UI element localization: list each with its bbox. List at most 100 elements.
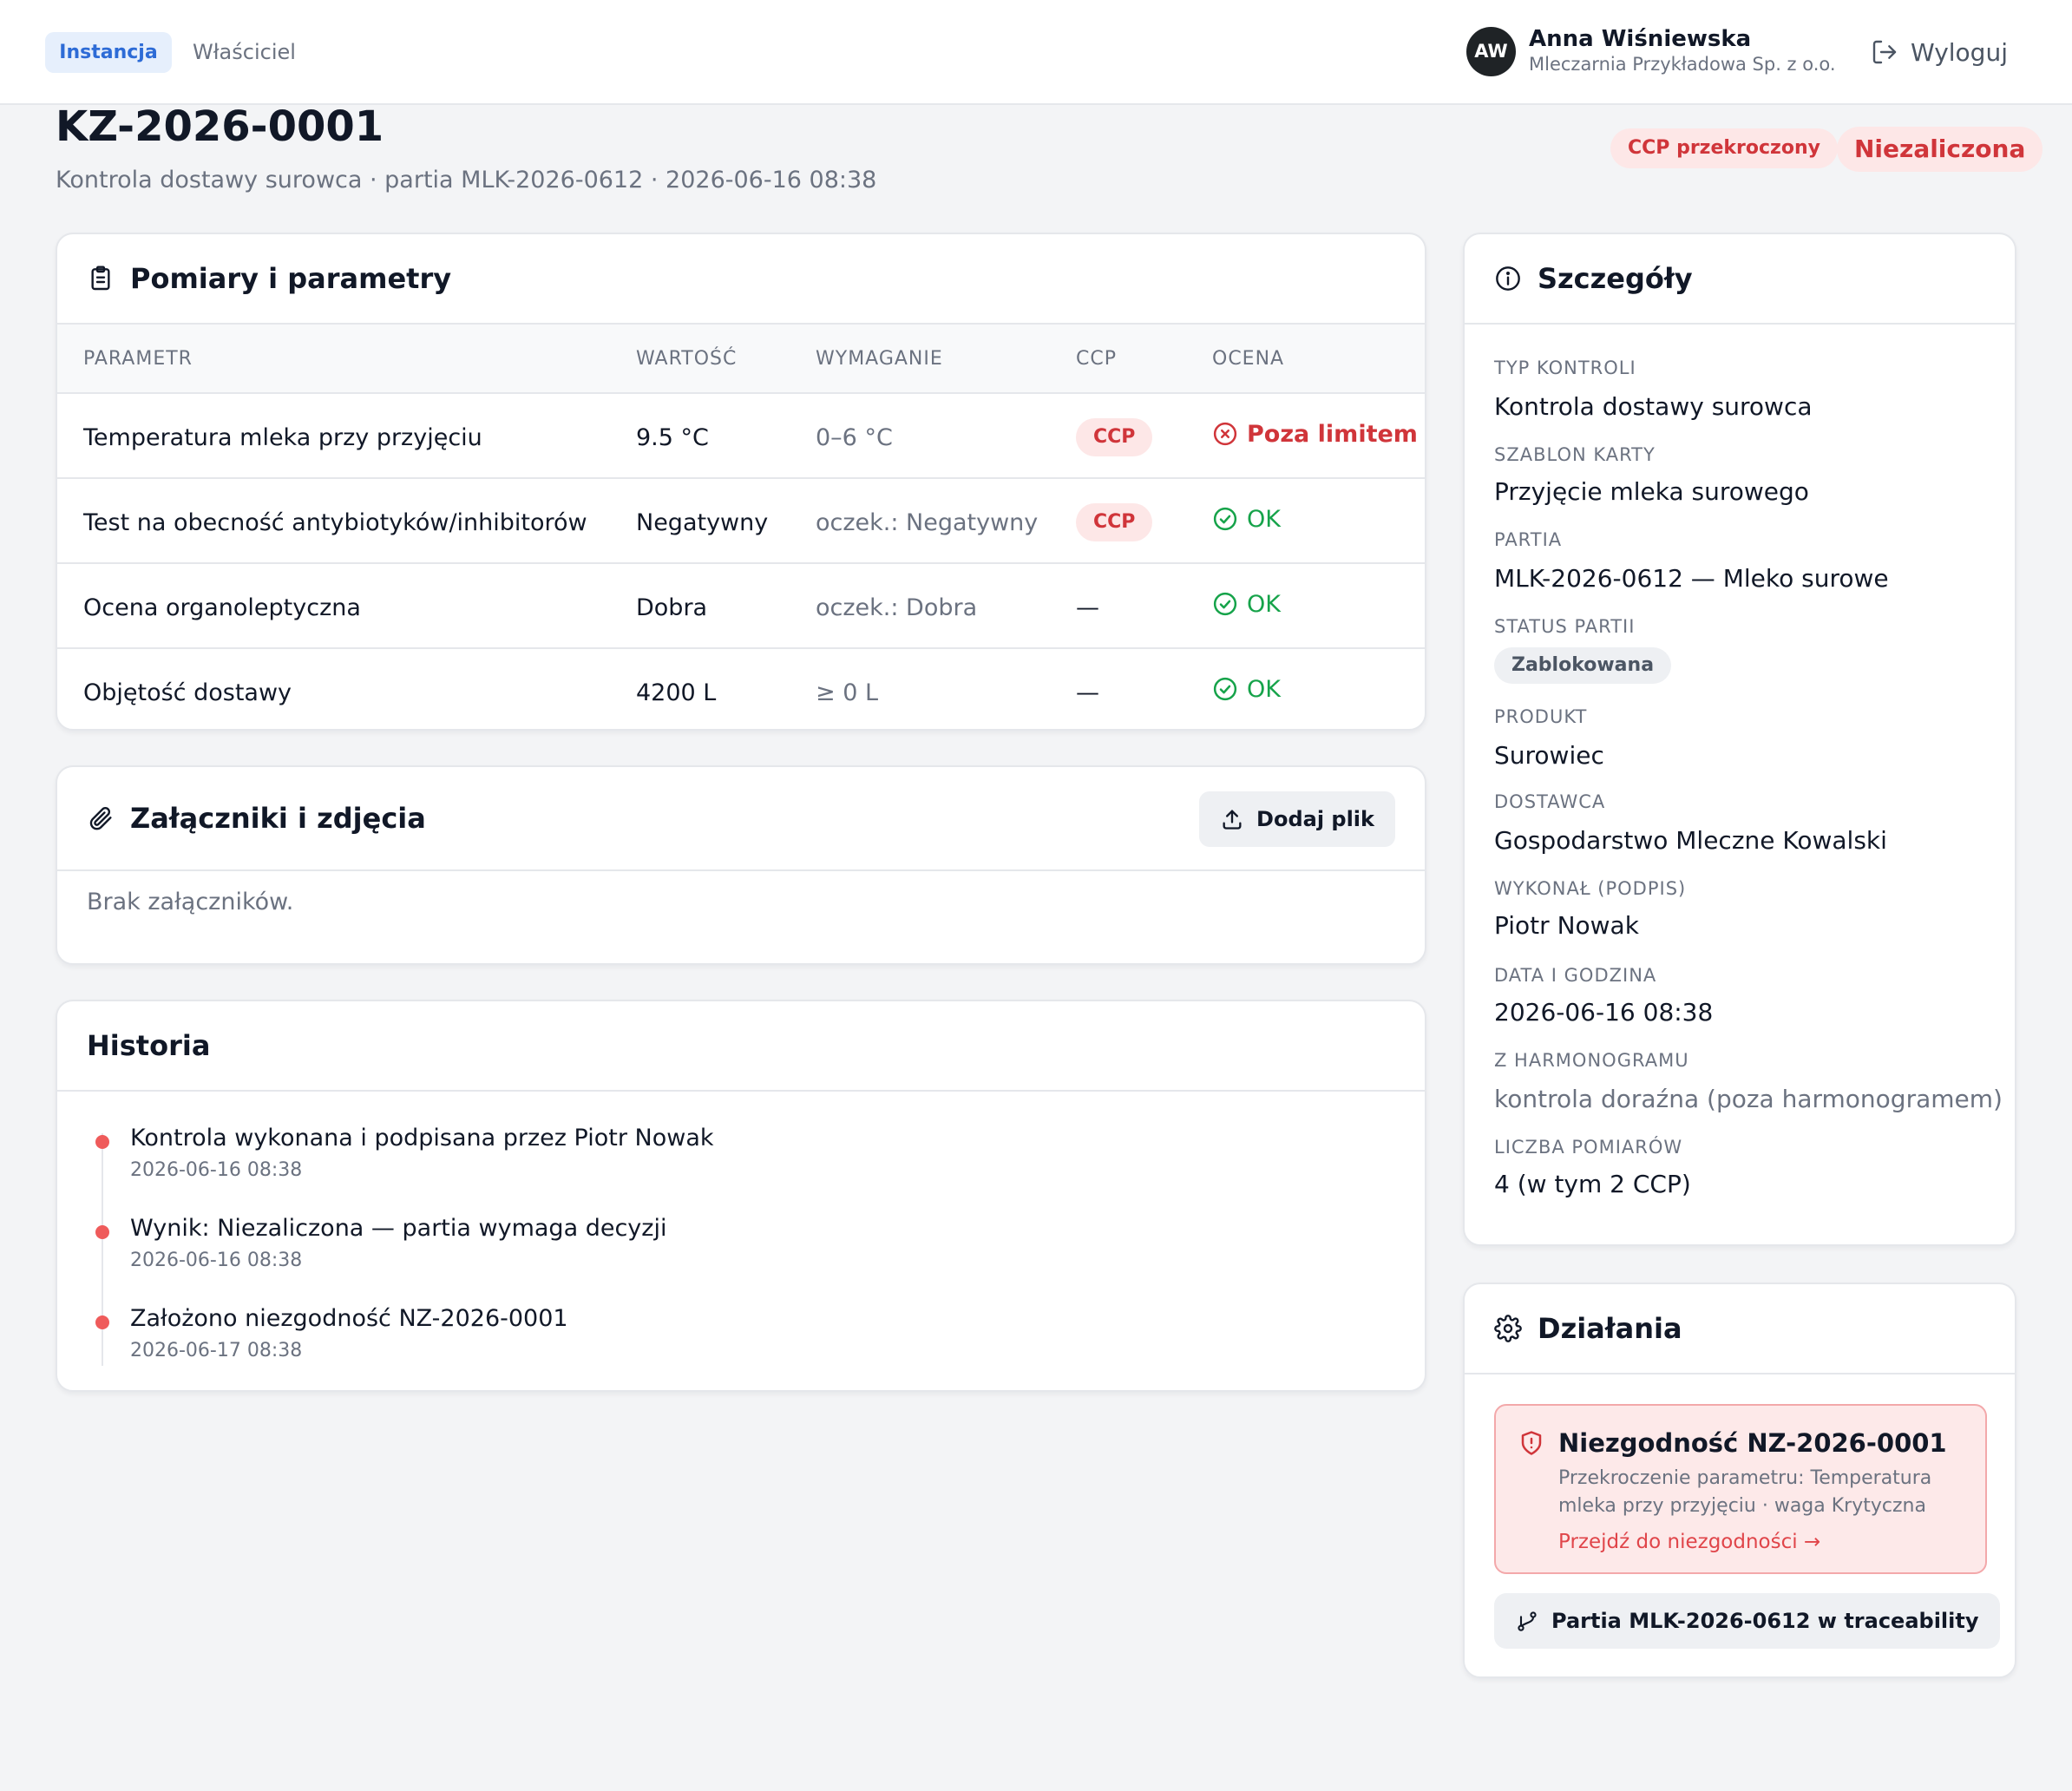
detail-label-product: PRODUKT (1494, 706, 1588, 727)
avatar[interactable]: AW (1466, 27, 1516, 76)
history-title: Historia (87, 1029, 211, 1062)
measurements-card: Pomiary i parametry PARAMETR WARTOŚĆ WYM… (56, 233, 1426, 731)
detail-label-measurement-count: LICZBA POMIARÓW (1494, 1137, 1683, 1158)
attachments-title: Załączniki i zdjęcia (130, 802, 426, 835)
add-file-button[interactable]: Dodaj plik (1199, 791, 1395, 847)
history-header: Historia (57, 1001, 1425, 1092)
param-name: Ocena organoleptyczna (83, 594, 361, 621)
eval-status: OK (1212, 591, 1281, 618)
timeline-text: Wynik: Niezaliczona — partia wymaga decy… (130, 1215, 667, 1242)
go-to-nonconformity-link[interactable]: Przejdź do niezgodności → (1558, 1531, 1821, 1553)
param-value: 4200 L (636, 679, 717, 706)
detail-value-measurement-count: 4 (w tym 2 CCP) (1494, 1170, 1691, 1198)
timeline-item: Wynik: Niezaliczona — partia wymaga decy… (57, 1215, 1425, 1293)
top-bar: Instancja Właściciel AW Anna Wiśniewska … (0, 0, 2072, 105)
timeline-time: 2026-06-16 08:38 (130, 1159, 303, 1181)
param-value: Negatywny (636, 508, 769, 536)
timeline-line (102, 1133, 103, 1366)
attachments-card: Załączniki i zdjęcia Dodaj plik Brak zał… (56, 765, 1426, 965)
user-organization: Mleczarnia Przykładowa Sp. z o.o. (1529, 54, 1836, 75)
traceability-button[interactable]: Partia MLK-2026-0612 w traceability (1494, 1593, 2000, 1649)
column-header-requirement: WYMAGANIE (816, 348, 943, 370)
measurements-title: Pomiary i parametry (130, 262, 452, 295)
actions-card: Działania Niezgodność NZ-2026-0001 Przek… (1463, 1283, 2016, 1678)
info-icon (1494, 265, 1522, 292)
eval-label: OK (1247, 505, 1281, 533)
param-requirement: oczek.: Dobra (816, 594, 978, 621)
history-card: Historia Kontrola wykonana i podpisana p… (56, 1000, 1426, 1392)
actions-title: Działania (1538, 1312, 1682, 1345)
gear-icon (1494, 1315, 1522, 1342)
ccp-cell: CCP (1076, 396, 1153, 479)
batch-status-chip: Zablokowana (1494, 647, 1672, 684)
column-header-ccp: CCP (1076, 348, 1117, 370)
param-requirement: ≥ 0 L (816, 679, 879, 706)
timeline-text: Kontrola wykonana i podpisana przez Piot… (130, 1125, 714, 1151)
details-title: Szczegóły (1538, 262, 1693, 295)
logout-button[interactable]: Wyloguj (1871, 35, 2008, 69)
page-subtitle: Kontrola dostawy surowca · partia MLK-20… (56, 167, 877, 194)
check-circle-icon (1212, 676, 1238, 702)
eval-cell: OK (1212, 647, 1281, 729)
check-circle-icon (1212, 506, 1238, 532)
tab-wlasciciel[interactable]: Właściciel (193, 40, 296, 64)
git-branch-icon (1515, 1609, 1539, 1633)
timeline-time: 2026-06-17 08:38 (130, 1340, 303, 1361)
ccp-badge: CCP (1076, 503, 1153, 541)
eval-cell: OK (1212, 562, 1281, 646)
actions-header: Działania (1465, 1284, 2015, 1374)
user-name: Anna Wiśniewska (1529, 26, 1752, 52)
detail-label-batch: PARTIA (1494, 529, 1563, 550)
detail-label-schedule: Z HARMONOGRAMU (1494, 1050, 1689, 1071)
details-card: Szczegóły TYP KONTROLI Kontrola dostawy … (1463, 233, 2016, 1246)
traceability-label: Partia MLK-2026-0612 w traceability (1551, 1609, 1979, 1633)
timeline-time: 2026-06-16 08:38 (130, 1250, 303, 1271)
clipboard-icon (87, 265, 115, 292)
detail-value-schedule: kontrola doraźna (poza harmonogramem) (1494, 1085, 2003, 1113)
detail-label-template: SZABLON KARTY (1494, 444, 1656, 465)
logout-icon (1871, 38, 1898, 66)
ccp-cell: CCP (1076, 481, 1153, 564)
ccp-exceeded-badge: CCP przekroczony (1610, 128, 1838, 168)
detail-label-performed-by: WYKONAŁ (PODPIS) (1494, 878, 1687, 899)
logout-label: Wyloguj (1911, 37, 2008, 67)
eval-label: OK (1247, 675, 1281, 703)
eval-label: OK (1247, 590, 1281, 618)
measurements-header: Pomiary i parametry (57, 234, 1425, 325)
detail-value-template: Przyjęcie mleka surowego (1494, 477, 1809, 506)
table-row: Objętość dostawy 4200 L ≥ 0 L — OK (57, 651, 1425, 729)
shield-alert-icon (1518, 1430, 1544, 1456)
attachments-empty-text: Brak załączników. (87, 889, 294, 915)
table-row: Temperatura mleka przy przyjęciu 9.5 °C … (57, 396, 1425, 479)
nonconformity-alert[interactable]: Niezgodność NZ-2026-0001 Przekroczenie p… (1494, 1404, 1987, 1574)
detail-value-supplier: Gospodarstwo Mleczne Kowalski (1494, 826, 1887, 855)
add-file-label: Dodaj plik (1256, 807, 1374, 831)
detail-value-control-type: Kontrola dostawy surowca (1494, 392, 1813, 421)
param-name: Temperatura mleka przy przyjęciu (83, 423, 482, 451)
column-header-evaluation: OCENA (1212, 348, 1285, 370)
page-title: KZ-2026-0001 (56, 102, 384, 151)
timeline-text: Założono niezgodność NZ-2026-0001 (130, 1305, 568, 1332)
detail-label-control-type: TYP KONTROLI (1494, 358, 1636, 378)
details-header: Szczegóły (1465, 234, 2015, 325)
tab-instancja[interactable]: Instancja (45, 32, 172, 73)
ccp-cell: — (1076, 679, 1099, 706)
result-status-badge: Niezaliczona (1837, 127, 2043, 172)
eval-cell: Poza limitem (1212, 392, 1418, 476)
check-circle-icon (1212, 591, 1238, 617)
param-requirement: 0–6 °C (816, 423, 893, 451)
eval-label: Poza limitem (1247, 420, 1418, 448)
column-header-param: PARAMETR (83, 348, 193, 370)
eval-cell: OK (1212, 477, 1281, 561)
ccp-cell: — (1076, 594, 1099, 621)
detail-value-performed-by: Piotr Nowak (1494, 911, 1639, 940)
eval-status: OK (1212, 506, 1281, 533)
eval-status: Poza limitem (1212, 421, 1418, 448)
detail-value-datetime: 2026-06-16 08:38 (1494, 998, 1714, 1027)
ccp-badge: CCP (1076, 418, 1153, 456)
paperclip-icon (87, 804, 115, 832)
attachments-header: Załączniki i zdjęcia (57, 767, 1425, 871)
param-value: 9.5 °C (636, 423, 709, 451)
nonconformity-description: Przekroczenie parametru: Temperatura mle… (1558, 1467, 1932, 1517)
nonconformity-title: Niezgodność NZ-2026-0001 (1558, 1428, 1947, 1458)
